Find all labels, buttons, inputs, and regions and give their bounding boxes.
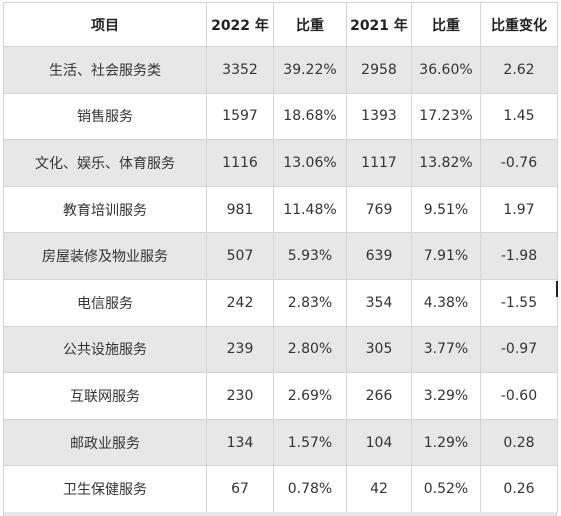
table-row: 销售服务 1597 18.68% 1393 17.23% 1.45 [3, 92, 558, 141]
cell-share-2022: 2.69% [273, 372, 347, 420]
cell-2021: 769 [346, 185, 412, 234]
header-2022: 2022 年 [206, 2, 274, 47]
cell-share-2022: 11.48% [273, 185, 347, 234]
cell-2021: 639 [346, 232, 412, 280]
table-row: 卫生保健服务 67 0.78% 42 0.52% 0.26 [3, 465, 558, 513]
cell-share-change: -1.98 [480, 232, 558, 280]
cell-share-2022: 0.78% [273, 465, 347, 513]
cell-share-change: 2.62 [480, 46, 558, 94]
cell-item: 公共设施服务 [3, 325, 207, 374]
cell-share-2022: 13.06% [273, 139, 347, 187]
cell-2021: 42 [346, 465, 412, 513]
cell-2021: 305 [346, 325, 412, 374]
cell-share-2021: 7.91% [411, 232, 481, 280]
cell-2022: 67 [206, 465, 274, 513]
cell-item: 销售服务 [3, 92, 207, 141]
cell-2022: 134 [206, 418, 274, 467]
header-share-2022: 比重 [273, 2, 347, 47]
cell-share-change: 0.28 [480, 418, 558, 467]
table-header-row: 项目 2022 年 比重 2021 年 比重 比重变化 [3, 2, 558, 47]
cell-2021: 1117 [346, 139, 412, 187]
table-row: 互联网服务 230 2.69% 266 3.29% -0.60 [3, 372, 558, 420]
cell-share-2022: 5.93% [273, 232, 347, 280]
cell-2022: 1597 [206, 92, 274, 141]
cell-share-change: -0.97 [480, 325, 558, 374]
cell-2021: 2958 [346, 46, 412, 94]
cell-2021: 354 [346, 278, 412, 327]
cell-share-2022: 39.22% [273, 46, 347, 94]
cell-share-2021: 36.60% [411, 46, 481, 94]
cell-2021: 266 [346, 372, 412, 420]
table-row: 公共设施服务 239 2.80% 305 3.77% -0.97 [3, 325, 558, 374]
cell-2022: 3352 [206, 46, 274, 94]
header-share-2021: 比重 [411, 2, 481, 47]
table-row: 房屋装修及物业服务 507 5.93% 639 7.91% -1.98 [3, 232, 558, 280]
cell-item: 房屋装修及物业服务 [3, 232, 207, 280]
cell-share-change: -1.55 [480, 278, 558, 327]
cell-share-2021: 3.77% [411, 325, 481, 374]
cell-2022: 981 [206, 185, 274, 234]
cell-share-2021: 13.82% [411, 139, 481, 187]
data-table-container: 项目 2022 年 比重 2021 年 比重 比重变化 生活、社会服务类 335… [3, 2, 558, 513]
cell-share-2022: 2.80% [273, 325, 347, 374]
table-row: 教育培训服务 981 11.48% 769 9.51% 1.97 [3, 185, 558, 234]
cell-share-2022: 2.83% [273, 278, 347, 327]
cell-item: 互联网服务 [3, 372, 207, 420]
cell-share-change: 1.97 [480, 185, 558, 234]
cell-share-change: 0.26 [480, 465, 558, 513]
cell-2022: 242 [206, 278, 274, 327]
table-row: 文化、娱乐、体育服务 1116 13.06% 1117 13.82% -0.76 [3, 139, 558, 187]
next-row-fragment [3, 512, 557, 516]
header-share-change: 比重变化 [480, 2, 558, 47]
cell-item: 生活、社会服务类 [3, 46, 207, 94]
cell-share-change: -0.60 [480, 372, 558, 420]
cell-share-2021: 4.38% [411, 278, 481, 327]
complaint-category-table: 项目 2022 年 比重 2021 年 比重 比重变化 生活、社会服务类 335… [3, 2, 558, 513]
cell-item: 卫生保健服务 [3, 465, 207, 513]
cell-2022: 230 [206, 372, 274, 420]
table-row: 邮政业服务 134 1.57% 104 1.29% 0.28 [3, 418, 558, 467]
cell-share-change: 1.45 [480, 92, 558, 141]
cell-item: 电信服务 [3, 278, 207, 327]
cell-share-change: -0.76 [480, 139, 558, 187]
cell-share-2021: 9.51% [411, 185, 481, 234]
header-2021: 2021 年 [346, 2, 412, 47]
cell-2022: 507 [206, 232, 274, 280]
cell-share-2021: 17.23% [411, 92, 481, 141]
cell-share-2022: 1.57% [273, 418, 347, 467]
table-row: 生活、社会服务类 3352 39.22% 2958 36.60% 2.62 [3, 46, 558, 94]
cell-2022: 1116 [206, 139, 274, 187]
cell-item: 邮政业服务 [3, 418, 207, 467]
cell-share-2021: 0.52% [411, 465, 481, 513]
header-item: 项目 [3, 2, 207, 47]
cell-share-2021: 3.29% [411, 372, 481, 420]
table-row: 电信服务 242 2.83% 354 4.38% -1.55 [3, 278, 558, 327]
cell-2021: 1393 [346, 92, 412, 141]
cell-item: 教育培训服务 [3, 185, 207, 234]
cell-share-2022: 18.68% [273, 92, 347, 141]
cell-share-2021: 1.29% [411, 418, 481, 467]
cell-item: 文化、娱乐、体育服务 [3, 139, 207, 187]
text-cursor-icon [556, 281, 558, 297]
cell-2021: 104 [346, 418, 412, 467]
cell-2022: 239 [206, 325, 274, 374]
